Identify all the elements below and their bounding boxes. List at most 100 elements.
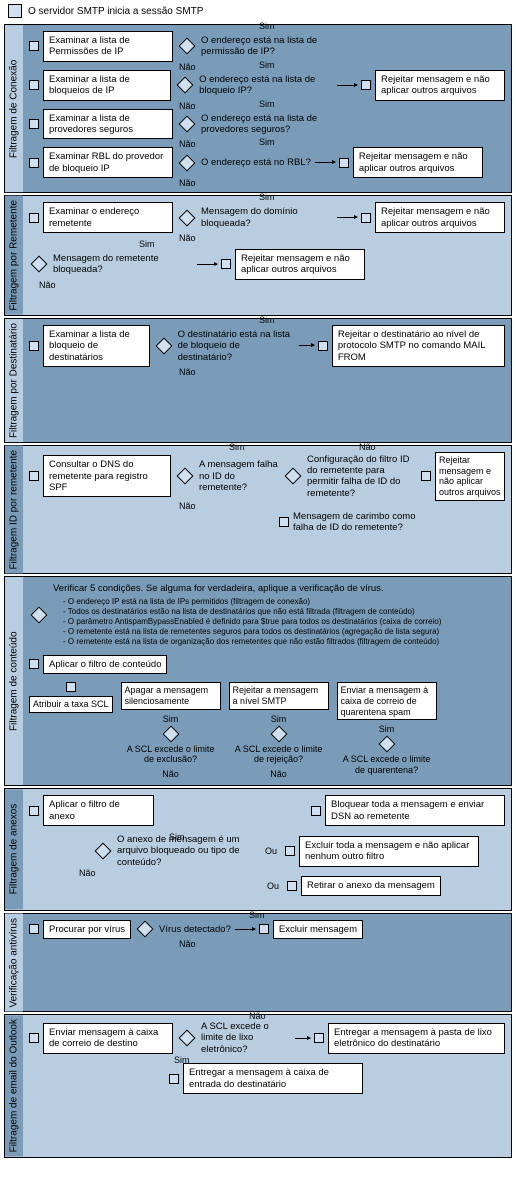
cond1: O endereço IP está na lista de IPs permi… [63,597,505,607]
section-id-remetente: Filtragem ID por remetente Consultar o D… [4,445,512,575]
sim-label: Sim [259,60,275,70]
section-outlook-title: Filtragem de email do Outlook [5,1015,23,1156]
node-icon [361,213,371,223]
remetente-step1-action: Examinar o endereço remetente [43,202,173,233]
section-remetente-title: Filtragem por Remetente [5,196,23,315]
node-icon [169,1074,179,1084]
apply-filter: Aplicar o filtro de conteúdo [43,655,167,674]
decision-icon [285,468,302,485]
conexao-step2-q: O endereço está na lista de bloqueio IP? [199,74,333,97]
node-icon [311,806,321,816]
nao-label: Não [179,178,196,188]
node-icon [29,213,39,223]
id-rem-reject: Rejeitar mensagem e não aplicar outros a… [435,452,505,501]
sim-label: Sim [259,137,275,147]
decision-icon [179,115,196,132]
reject-smtp: Rejeitar a mensagem a nível SMTP [229,682,329,710]
decision-icon [179,1030,196,1047]
anexos-opt1: Bloquear toda a mensagem e enviar DSN ao… [325,795,505,826]
section-destinatario: Filtragem por Destinatário Examinar a li… [4,318,512,443]
section-antivirus-title: Verificação antivírus [5,914,23,1012]
arrow-icon [197,264,217,265]
node-icon [285,846,295,856]
section-remetente: Filtragem por Remetente Examinar o ender… [4,195,512,316]
section-destinatario-title: Filtragem por Destinatário [5,319,23,442]
nao-label: Não [179,501,196,511]
arrow-icon [295,1038,310,1039]
q-reject: A SCL excede o limite de rejeição? [229,744,329,766]
conexao-step3-q: O endereço está na lista de provedores s… [201,113,341,136]
decision-icon [179,209,196,226]
section-conexao-title: Filtragem de Conexão [5,25,23,192]
sim-label: Sim [139,239,155,249]
conexao-step2-reject: Rejeitar mensagem e não aplicar outros a… [375,70,505,101]
outlook-junk: Entregar a mensagem à pasta de lixo elet… [328,1023,505,1054]
conexao-step4-q: O endereço está no RBL? [201,157,311,168]
decision-icon [179,38,196,55]
remetente-step2-reject: Rejeitar mensagem e não aplicar outros a… [235,249,365,280]
section-id-remetente-title: Filtragem ID por remetente [5,446,23,574]
nao-label: Não [179,939,196,949]
decision-icon [179,154,196,171]
sim-label: Sim [259,315,275,325]
node-icon [29,41,39,51]
delete-silent: Apagar a mensagem silenciosamente [121,682,221,710]
conexao-step3-action: Examinar a lista de provedores seguros [43,109,173,140]
nao-label: Não [162,769,179,779]
cond2: Todos os destinatários estão na lista de… [63,607,505,617]
section-conexao: Filtragem de Conexão Examinar a lista de… [4,24,512,193]
node-icon [29,80,39,90]
sim-label: Sim [271,714,287,724]
decision-icon [95,843,112,860]
sim-label: Sim [259,192,275,202]
node-icon [361,80,371,90]
decision-icon [155,337,172,354]
arrow-icon [337,85,357,86]
decision-icon [31,606,48,623]
node-icon [29,341,39,351]
node-icon [259,924,269,934]
sim-label: Sim [259,99,275,109]
av-scan: Procurar por vírus [43,920,131,939]
node-icon [339,158,349,168]
arrow-icon [315,162,335,163]
node-icon [29,924,39,934]
decision-icon [162,725,179,742]
anexos-apply: Aplicar o filtro de anexo [43,795,154,826]
av-q: Vírus detectado? [159,924,231,935]
node-icon [421,471,431,481]
anexos-opt3: Retirar o anexo da mensagem [301,876,441,895]
arrow-icon [299,345,314,346]
start-label: O servidor SMTP inicia a sessão SMTP [28,6,203,17]
conexao-step1-q: O endereço está na lista de permissão de… [201,35,341,58]
decision-icon [137,921,154,938]
conexao-step2-action: Examinar a lista de bloqueios de IP [43,70,171,101]
cond4: O remetente está na lista de remetentes … [63,627,505,637]
sim-label: Sim [259,21,275,31]
outlook-inbox: Entregar a mensagem à caixa de entrada d… [183,1063,363,1094]
nao-label: Não [359,442,376,452]
outlook-q: A SCL excede o limite de lixo eletrônico… [201,1021,291,1055]
node-icon [29,659,39,669]
nao-label: Não [249,1011,266,1021]
node-icon [29,806,39,816]
node-icon [318,341,328,351]
node-icon [287,881,297,891]
section-anexos: Filtragem de anexos Aplicar o filtro de … [4,788,512,910]
nao-label: Não [39,280,56,290]
node-icon [29,1033,39,1043]
scl-assign: Atribuir a taxa SCL [29,696,113,713]
decision-icon [177,77,194,94]
remetente-step1-reject: Rejeitar mensagem e não aplicar outros a… [375,202,505,233]
nao-label: Não [179,367,196,377]
av-exclude: Excluir mensagem [273,920,363,939]
ou-label: Ou [265,846,277,856]
decision-icon [177,468,194,485]
section-outlook: Filtragem de email do Outlook Enviar men… [4,1014,512,1157]
section-antivirus: Verificação antivírus Procurar por vírus… [4,913,512,1013]
quarantine: Enviar a mensagem à caixa de correio de … [337,682,437,720]
start-square-icon [8,4,22,18]
sim-label: Sim [379,724,395,734]
cond5: O remetente está na lista de organização… [63,637,505,647]
sim-label: Sim [169,832,185,842]
